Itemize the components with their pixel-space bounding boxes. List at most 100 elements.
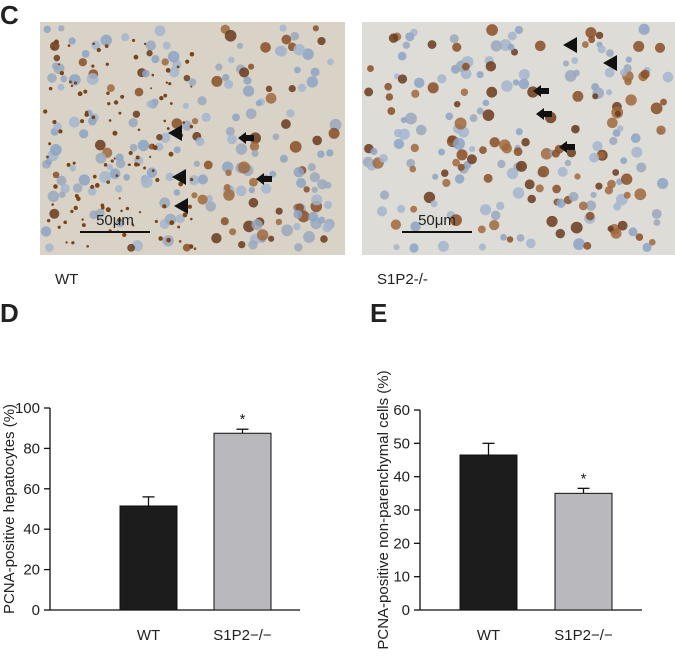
nucleus [660,98,667,106]
nucleus [183,74,191,82]
nucleus [205,201,216,212]
nucleus [132,110,141,118]
nucleus [320,235,328,243]
y-tick-label: 50 [393,435,410,452]
nucleus [640,69,650,79]
nucleus [405,32,415,42]
nucleus [410,221,421,232]
nucleus [248,240,258,250]
nucleus [620,157,628,165]
nucleus [497,159,506,169]
x-tick-label: S1P2−/− [213,627,272,644]
nucleus [478,243,486,251]
nucleus [224,29,237,42]
speck [91,64,95,68]
nucleus [173,189,181,196]
nucleus [633,40,645,52]
bar [554,492,613,611]
speck [57,63,61,66]
speck [138,210,142,214]
nucleus [438,148,446,156]
annotation: * [581,470,587,487]
speck [137,163,140,167]
nucleus [53,54,61,62]
nucleus [628,227,638,237]
nucleus [555,228,566,239]
nucleus [60,75,68,83]
nucleus [414,77,425,89]
nucleus [275,207,283,215]
nucleus [616,125,624,132]
speck [159,95,164,101]
y-axis-label: PCNA-positive non-parenchymal cells (%) [375,370,392,649]
nucleus [535,184,544,193]
nucleus [499,139,511,151]
nucleus [642,242,652,252]
nucleus [227,134,237,145]
nucleus [140,176,153,188]
nucleus [294,66,301,74]
nucleus [220,217,229,226]
nucleus [43,25,51,34]
nucleus [388,33,399,43]
speck [73,81,78,85]
nucleus [507,31,517,41]
nucleus [518,78,530,90]
speck [189,124,194,129]
speck [120,94,125,99]
nucleus [551,149,560,158]
arrowhead [563,37,577,53]
nucleus [225,126,235,136]
nucleus [651,208,662,219]
scale-bar-label: 50μm [418,212,456,229]
speck [168,82,172,86]
nucleus [490,40,502,52]
nucleus [279,24,287,32]
nucleus [52,171,60,179]
nucleus [516,160,527,172]
y-tick-label: 100 [15,400,40,417]
nucleus [650,102,663,115]
nucleus [572,90,584,102]
speck [83,89,88,94]
nucleus [631,146,643,158]
speck [178,181,184,187]
nucleus [566,148,577,158]
nucleus [562,60,570,67]
nucleus [211,232,222,244]
nucleus [232,113,240,122]
nucleus [610,227,622,239]
nucleus [625,94,637,106]
nucleus [129,143,138,152]
nucleus [68,37,76,45]
speck [77,91,83,97]
speck [112,130,118,136]
nucleus [454,174,465,184]
speck [73,205,78,211]
nucleus [423,191,436,204]
nucleus [390,219,402,230]
nucleus [171,118,183,129]
arrowhead [172,169,186,185]
nucleus [653,219,661,226]
y-tick-label: 10 [393,569,410,586]
nucleus [297,83,307,92]
nucleus [568,191,579,202]
nucleus [427,40,437,49]
nucleus [215,63,223,71]
nucleus [167,50,180,63]
speck [125,206,130,211]
nucleus [269,170,277,178]
speck [151,73,155,77]
nucleus [95,152,107,164]
nucleus [589,152,600,163]
y-tick-label: 80 [23,440,40,457]
speck [68,80,72,84]
nucleus [323,200,333,210]
speck [155,177,160,183]
nucleus [115,185,123,193]
nucleus [289,140,302,153]
nucleus [605,49,614,58]
nucleus [109,168,121,180]
nucleus [410,143,419,153]
